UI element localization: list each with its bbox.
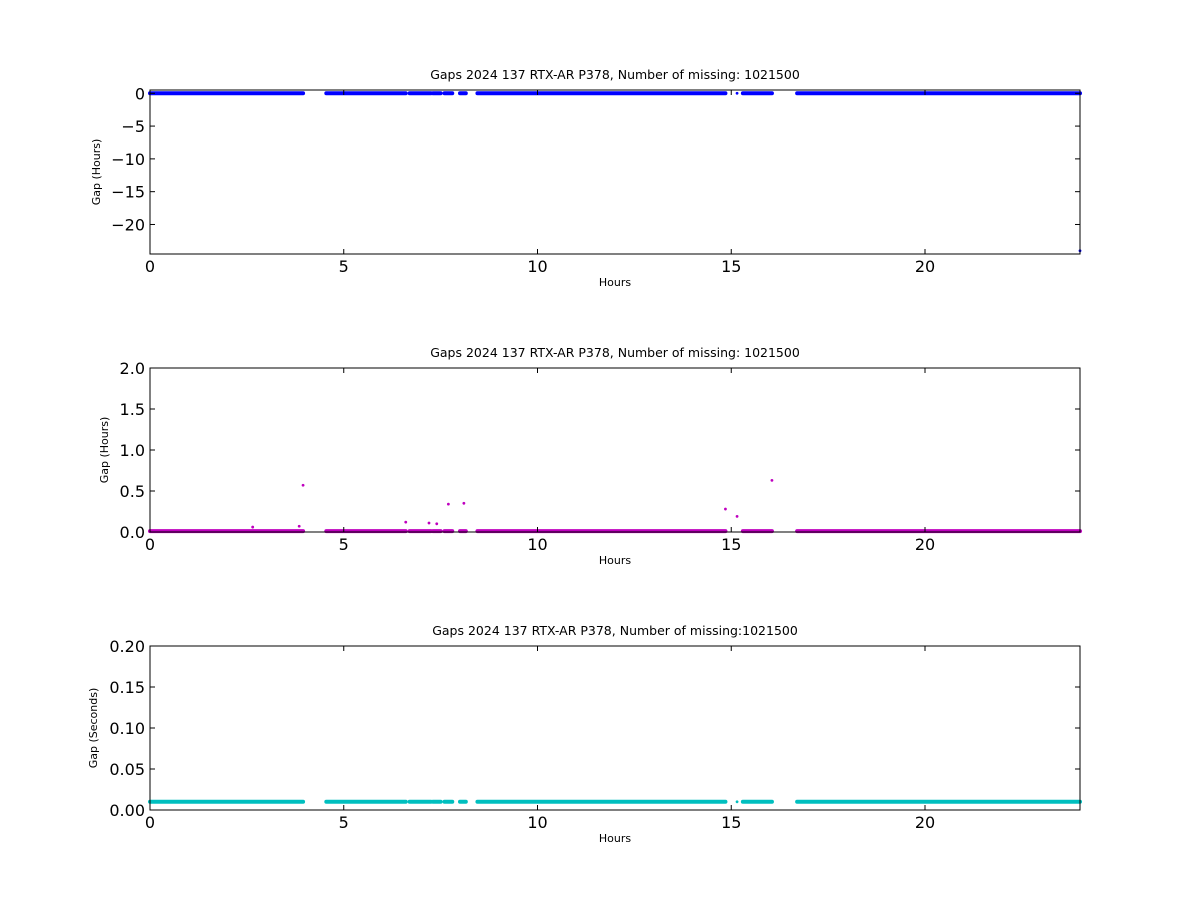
data-series [148,799,1082,804]
x-tick-label: 20 [915,257,935,276]
y-tick-label: 0.20 [109,637,145,656]
y-tick-label: −5 [121,117,145,136]
y-tick-label: 0.0 [120,523,145,542]
x-tick-label: 5 [339,813,349,832]
y-tick-label: 0 [135,84,145,103]
x-axis-label: Hours [599,276,631,289]
x-tick-label: 5 [339,535,349,554]
chart-panel-2: Gaps 2024 137 RTX-AR P378, Number of mis… [98,345,1082,567]
x-axis-label: Hours [599,832,631,845]
x-tick-label: 0 [145,257,155,276]
x-tick-label: 0 [145,813,155,832]
y-tick-label: 2.0 [120,359,145,378]
y-tick-label: 0.5 [120,482,145,501]
data-point [770,478,774,482]
y-tick-label: 0.15 [109,678,145,697]
data-point [735,91,739,95]
data-point [427,521,431,525]
data-point [735,515,739,518]
data-series [148,478,1082,534]
data-point [735,800,739,804]
y-tick-label: 0.05 [109,760,145,779]
chart-title: Gaps 2024 137 RTX-AR P378, Number of mis… [430,67,800,82]
y-axis-label: Gap (Hours) [98,417,111,484]
plot-frame [149,89,1081,255]
x-tick-label: 10 [527,535,547,554]
data-point [462,501,466,505]
x-tick-label: 15 [721,535,741,554]
x-axis-label: Hours [599,554,631,567]
x-tick-label: 0 [145,535,155,554]
data-point [297,524,301,528]
data-point [435,522,439,526]
x-tick-label: 20 [915,535,935,554]
y-tick-label: 1.0 [120,441,145,460]
x-tick-label: 5 [339,257,349,276]
x-tick-label: 15 [721,257,741,276]
x-tick-label: 10 [527,813,547,832]
data-point [446,502,450,506]
x-tick-label: 20 [915,813,935,832]
chart-panel-3: Gaps 2024 137 RTX-AR P378, Number of mis… [87,623,1082,845]
y-axis-label: Gap (Seconds) [87,688,100,769]
x-tick-label: 15 [721,813,741,832]
y-tick-label: 0.00 [109,801,145,820]
data-point [724,507,727,511]
data-point [251,525,255,529]
y-tick-label: −15 [111,183,145,202]
y-tick-label: 1.5 [120,400,145,419]
y-tick-label: −10 [111,150,145,169]
y-tick-label: 0.10 [109,719,145,738]
chart-title: Gaps 2024 137 RTX-AR P378, Number of mis… [430,345,800,360]
chart-title: Gaps 2024 137 RTX-AR P378, Number of mis… [432,623,798,638]
y-tick-label: −20 [111,215,145,234]
data-point [404,520,408,524]
data-point [301,483,305,487]
x-tick-label: 10 [527,257,547,276]
chart-panel-1: Gaps 2024 137 RTX-AR P378, Number of mis… [90,67,1082,289]
y-axis-label: Gap (Hours) [90,139,103,206]
